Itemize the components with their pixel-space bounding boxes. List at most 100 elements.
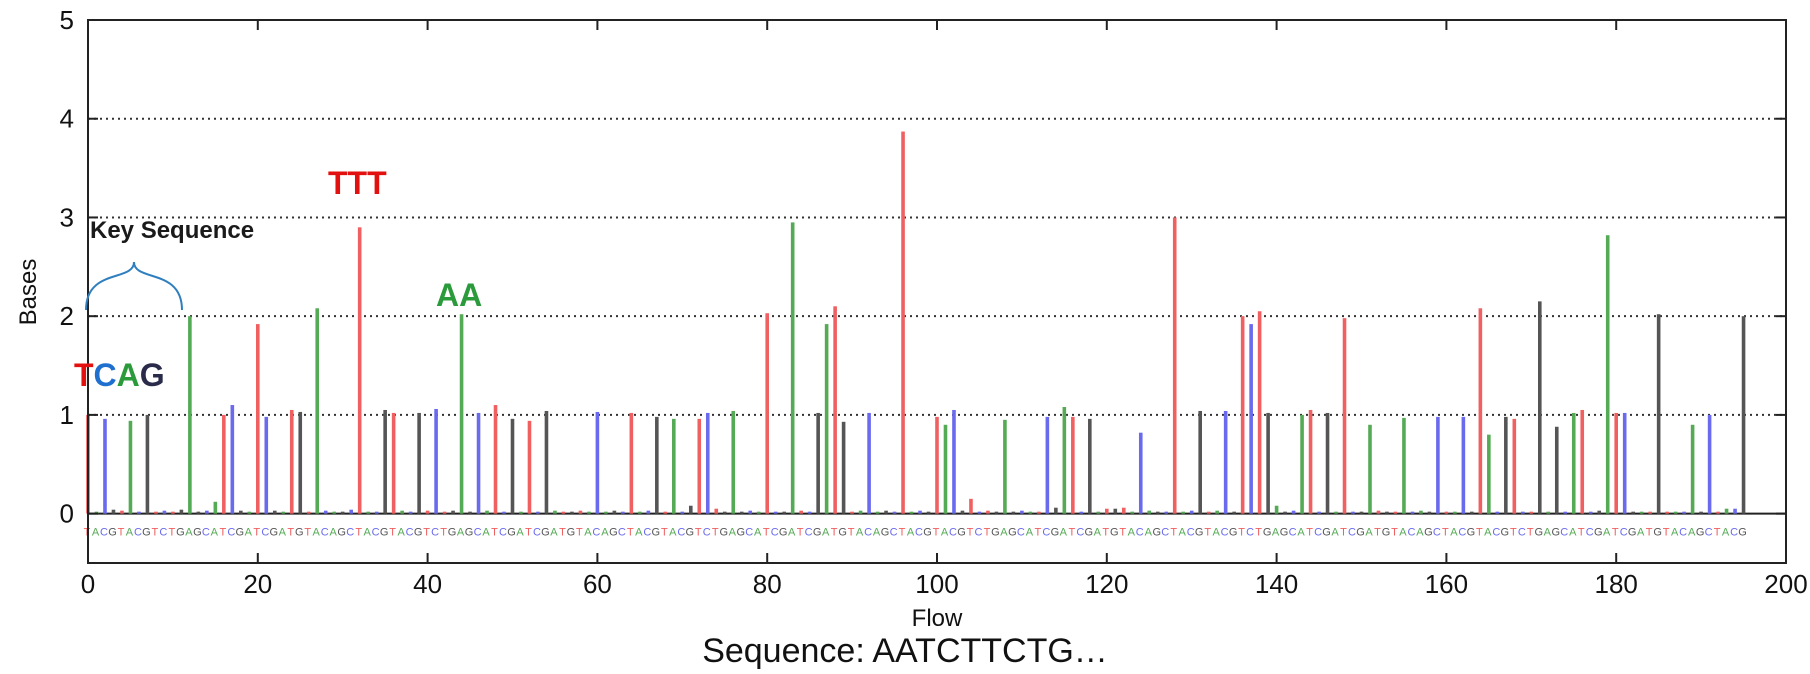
flow-base-label: A xyxy=(1000,527,1008,539)
flow-bar xyxy=(1249,324,1253,514)
flow-base-label: G xyxy=(567,527,576,539)
flow-base-label: G xyxy=(1424,527,1433,539)
x-axis-ticks: 0 20 40 60 80 100 120 140 160 180 200 xyxy=(81,20,1808,599)
flow-bar xyxy=(451,510,455,514)
flow-bar xyxy=(1172,217,1177,514)
flow-bar xyxy=(1571,412,1576,514)
flow-bar xyxy=(1588,511,1593,514)
flow-base-label: C xyxy=(1560,527,1568,539)
flow-bar xyxy=(1673,511,1678,514)
flow-bar xyxy=(867,412,871,514)
flow-bar xyxy=(332,511,337,514)
flow-base-label: G xyxy=(1280,527,1289,539)
flow-base-label: A xyxy=(635,527,643,539)
flow-bar xyxy=(1376,510,1381,514)
flow-base-label: A xyxy=(822,527,830,539)
flow-base-label: T xyxy=(933,527,940,539)
flow-base-label: A xyxy=(584,527,592,539)
flow-base-label: A xyxy=(1060,527,1068,539)
flow-bar xyxy=(663,511,668,514)
flow-bar xyxy=(595,411,600,514)
flow-base-label: T xyxy=(1714,527,1721,539)
x-tick-label: 100 xyxy=(915,569,958,599)
flow-bar xyxy=(561,511,566,514)
flow-bar xyxy=(256,324,260,514)
flow-bar xyxy=(553,510,557,514)
flow-base-label: A xyxy=(211,527,219,539)
flow-base-label: T xyxy=(1170,527,1177,539)
flow-bar xyxy=(1062,407,1067,514)
flow-bar xyxy=(188,316,192,514)
flow-base-label: T xyxy=(253,527,260,539)
flow-base-label: T xyxy=(1119,527,1126,539)
flow-base-label: G xyxy=(991,527,1000,539)
flow-base-label: C xyxy=(1348,527,1356,539)
flow-bar xyxy=(1368,424,1372,514)
flow-base-label: C xyxy=(100,527,108,539)
flow-base-label: T xyxy=(695,527,702,539)
flow-bar xyxy=(417,412,421,514)
flow-bar xyxy=(1419,510,1423,514)
flow-bar xyxy=(1656,314,1661,514)
flow-bar xyxy=(162,510,167,514)
flow-base-label: T xyxy=(763,527,770,539)
flow-base-label: G xyxy=(380,527,389,539)
flow-base-label: A xyxy=(550,527,558,539)
flow-bar xyxy=(1045,416,1050,514)
flow-base-label: T xyxy=(984,527,991,539)
flow-bar xyxy=(1410,511,1415,514)
flow-base-label: C xyxy=(1407,527,1415,539)
flow-bar xyxy=(536,511,540,514)
flow-base-label: A xyxy=(279,527,287,539)
flow-bar xyxy=(306,511,311,514)
flow-base-label: T xyxy=(355,527,362,539)
flow-base-label: T xyxy=(576,527,583,539)
x-tick-label: 20 xyxy=(243,569,272,599)
flow-bar xyxy=(638,511,642,514)
flow-base-label: G xyxy=(507,527,516,539)
flow-base-label: G xyxy=(652,527,661,539)
flow-bar xyxy=(1512,418,1517,514)
flow-base-label: A xyxy=(1094,527,1102,539)
flow-base-label: G xyxy=(1195,527,1204,539)
flow-base-label: A xyxy=(1272,527,1280,539)
flow-bar xyxy=(1138,432,1143,514)
flow-bar xyxy=(366,511,370,514)
flow-base-label: G xyxy=(193,527,202,539)
flow-base-label: C xyxy=(346,527,354,539)
flow-bar xyxy=(1631,511,1635,514)
flow-bar xyxy=(570,511,574,514)
flow-bar xyxy=(1223,410,1228,514)
flow-bar xyxy=(213,501,218,514)
flow-base-label: G xyxy=(736,527,745,539)
flow-base-label: A xyxy=(245,527,253,539)
x-tick-label: 180 xyxy=(1595,569,1638,599)
flow-bar xyxy=(926,511,931,514)
flow-base-label: T xyxy=(559,527,566,539)
flow-base-label: G xyxy=(1628,527,1637,539)
flow-bar xyxy=(1003,419,1007,514)
key-base-a: A xyxy=(117,357,140,393)
flow-base-label: G xyxy=(1535,527,1544,539)
flow-base-label: G xyxy=(1085,527,1094,539)
flow-bar xyxy=(374,511,379,514)
flow-base-label: A xyxy=(873,527,881,539)
flow-bar xyxy=(655,416,659,514)
flow-base-label: G xyxy=(1051,527,1060,539)
y-axis-ticks: 0 1 2 3 4 5 xyxy=(60,5,1786,529)
flow-bar xyxy=(222,414,226,514)
flow-bar xyxy=(952,409,956,514)
flow-bar xyxy=(434,408,438,514)
flow-base-label: T xyxy=(287,527,294,539)
flow-bar xyxy=(510,418,515,514)
flow-bar xyxy=(485,510,489,514)
flow-bar xyxy=(824,324,829,514)
flow-bar xyxy=(1733,508,1737,514)
flow-bar xyxy=(1181,511,1186,514)
flow-bar xyxy=(1504,416,1508,514)
flow-bar xyxy=(1037,511,1041,514)
flow-bar xyxy=(1257,311,1262,514)
flow-bar xyxy=(137,511,141,514)
flow-bar xyxy=(1393,511,1398,514)
key-base-c: C xyxy=(94,357,117,393)
